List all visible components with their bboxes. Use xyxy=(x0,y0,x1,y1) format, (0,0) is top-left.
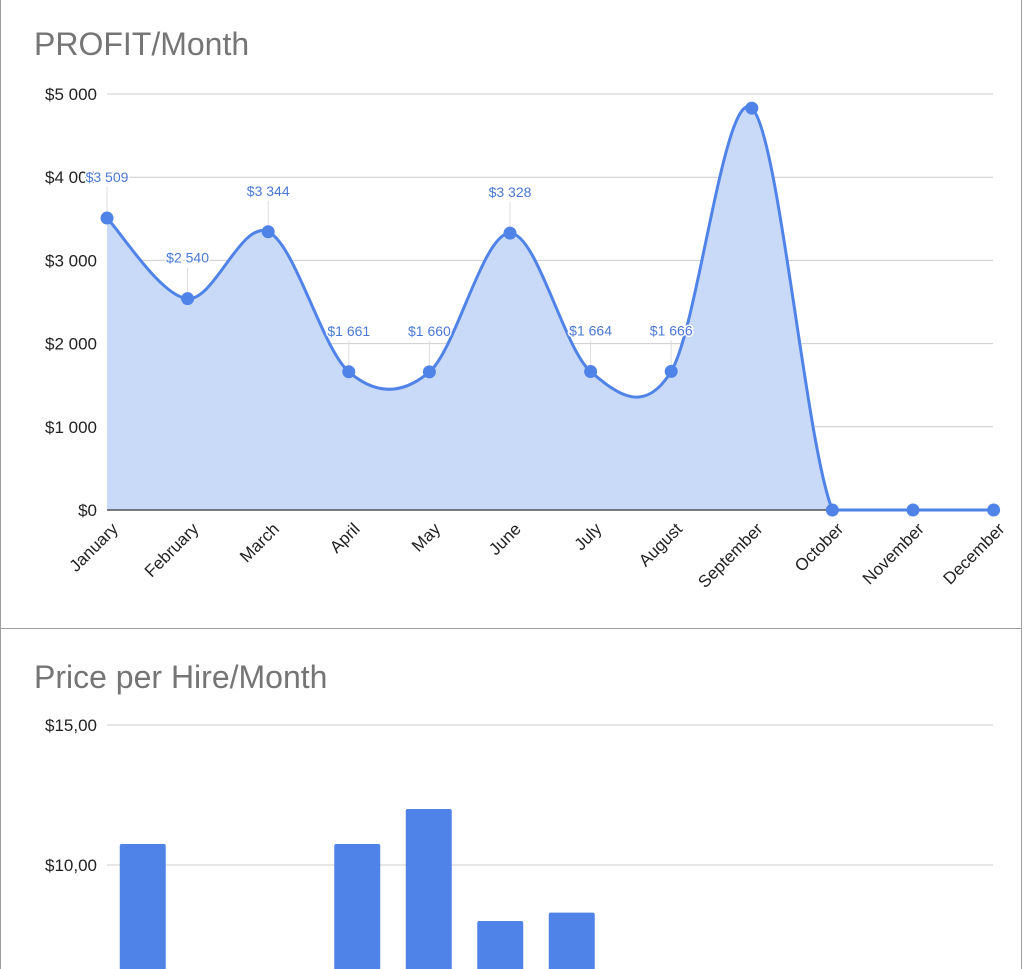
profit-chart-title: PROFIT/Month xyxy=(34,26,250,62)
x-tick-label: November xyxy=(859,519,928,588)
data-point xyxy=(261,225,275,239)
y-tick-label: $5 000 xyxy=(45,85,97,104)
data-point xyxy=(342,365,356,379)
y-tick-label: $10,00 xyxy=(45,856,97,875)
y-tick-label: $4 000 xyxy=(45,168,97,187)
y-tick-label: $3 000 xyxy=(45,251,97,270)
bar xyxy=(119,844,166,969)
profit-area-chart: $0 $1 000 $2 000 $3 000 $4 000 $5 000 $3 509 $2… xyxy=(45,85,1009,592)
data-point xyxy=(503,226,517,240)
price-per-hire-chart-title: Price per Hire/Month xyxy=(34,659,328,695)
x-tick-label: April xyxy=(326,519,363,556)
x-tick-label: May xyxy=(408,519,444,555)
data-point xyxy=(664,364,678,378)
data-point xyxy=(584,365,598,379)
data-point xyxy=(906,503,920,517)
data-point xyxy=(181,292,195,306)
profit-chart-panel: PROFIT/Month $0 $1 000 $2 000 $3 000 $4 000 $… xyxy=(0,0,1022,629)
bar xyxy=(477,921,524,969)
x-tick-label: February xyxy=(141,519,203,581)
data-label: $1 660 xyxy=(408,323,451,339)
data-label: $2 540 xyxy=(166,250,209,266)
x-tick-label: March xyxy=(236,519,283,566)
data-point xyxy=(987,503,1001,517)
data-label: $3 344 xyxy=(247,183,290,199)
x-tick-label: January xyxy=(66,519,123,576)
data-label: $1 666 xyxy=(650,322,693,338)
x-tick-label: September xyxy=(694,519,766,591)
price-per-hire-bar-chart: $10,00 $15,00 xyxy=(45,716,993,969)
data-point xyxy=(825,503,839,517)
x-tick-label: December xyxy=(940,519,1009,588)
x-tick-label: June xyxy=(485,519,525,559)
data-point xyxy=(745,101,759,115)
data-point xyxy=(422,365,436,379)
x-tick-label: August xyxy=(635,519,686,570)
data-label: $3 509 xyxy=(86,169,129,185)
data-label: $3 328 xyxy=(489,184,532,200)
x-tick-label: July xyxy=(571,519,606,554)
x-tick-label: October xyxy=(791,519,847,575)
y-tick-label: $1 000 xyxy=(45,418,97,437)
y-tick-label: $15,00 xyxy=(45,716,97,735)
area-fill xyxy=(107,106,994,510)
data-label: $1 664 xyxy=(569,323,612,339)
data-label: $1 661 xyxy=(327,323,370,339)
data-point xyxy=(100,211,114,225)
y-tick-label: $2 000 xyxy=(45,335,97,354)
price-per-hire-chart-panel: Price per Hire/Month $10,00 $15,00 xyxy=(0,629,1022,969)
bar xyxy=(405,809,452,969)
bar xyxy=(548,912,595,969)
y-tick-label: $0 xyxy=(78,501,97,520)
bar xyxy=(334,844,381,969)
